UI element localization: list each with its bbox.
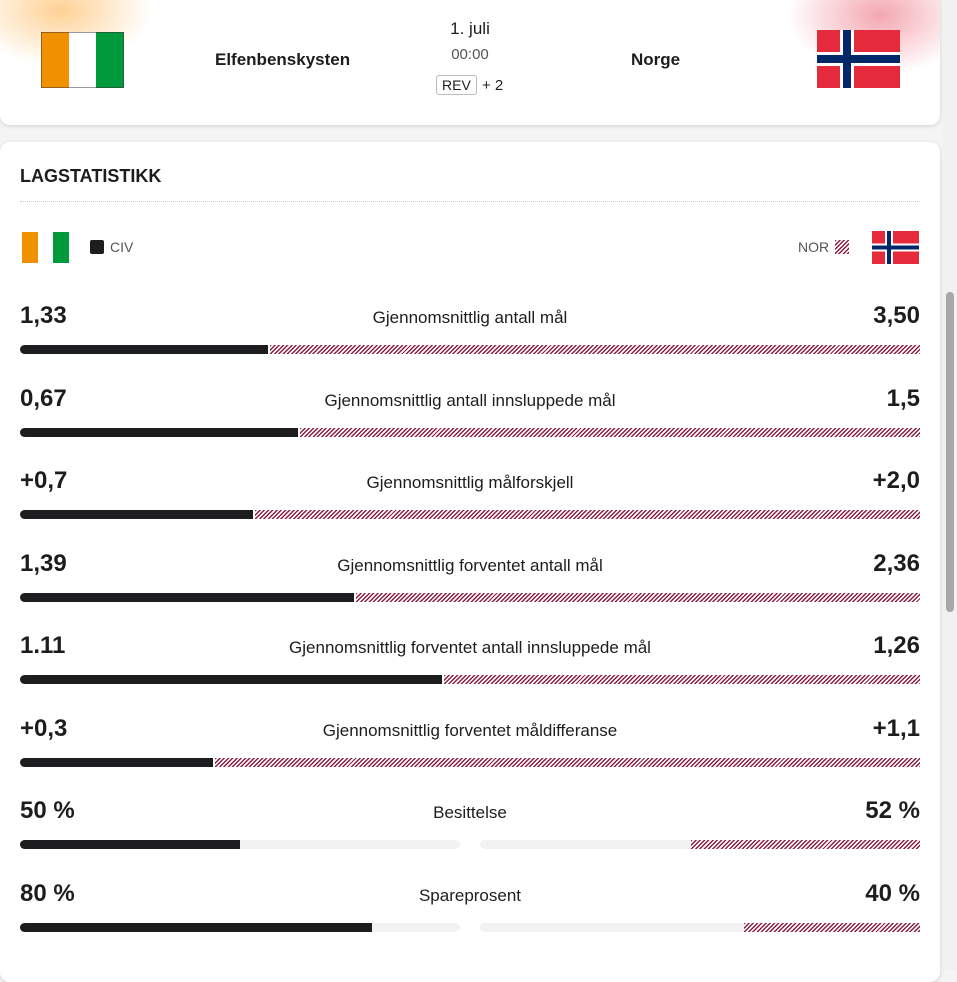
stat-label: Gjennomsnittlig målforskjell xyxy=(366,473,574,492)
home-bar xyxy=(20,840,240,849)
home-bar xyxy=(20,427,298,437)
away-value: 1,5 xyxy=(886,384,920,412)
stats-card: LAGSTATISTIKK CIV NOR 1,33 Gjennomsnittli… xyxy=(0,142,940,982)
away-bar xyxy=(269,345,920,354)
stat-label: Spareprosent xyxy=(418,885,522,905)
bar-track xyxy=(480,922,920,932)
away-value: 1,26 xyxy=(873,632,920,659)
home-team[interactable]: Elfenbenskysten xyxy=(215,50,351,69)
home-bar xyxy=(20,510,254,519)
away-bar xyxy=(214,757,920,767)
stat-label: Gjennomsnittlig forventet antall innslup… xyxy=(289,638,651,657)
home-value: +0,3 xyxy=(20,714,68,742)
away-value: +2,0 xyxy=(872,467,920,494)
away-value: 2,36 xyxy=(873,549,920,577)
home-flag xyxy=(41,32,124,88)
home-bar xyxy=(20,757,213,767)
home-value: +0,7 xyxy=(20,467,68,494)
stat-label: Gjennomsnittlig forventet måldifferanse xyxy=(322,720,618,740)
home-value: 1.11 xyxy=(20,632,66,659)
away-flag xyxy=(817,30,900,88)
date: 1. juli xyxy=(450,19,490,38)
home-value: 80 % xyxy=(20,879,75,907)
section-title: LAGSTATISTIKK xyxy=(20,166,162,186)
away-bar xyxy=(691,840,920,849)
home-bar xyxy=(20,922,372,932)
stat-label: Gjennomsnittlig antall mål xyxy=(372,308,568,327)
away-bar xyxy=(255,510,920,519)
bar-track xyxy=(20,840,460,849)
divider xyxy=(20,201,920,202)
time: 00:00 xyxy=(451,46,489,63)
away-bar xyxy=(443,675,920,684)
scrollbar[interactable] xyxy=(943,0,957,970)
home-value: 1,33 xyxy=(20,302,67,329)
away-team[interactable]: Norge xyxy=(631,50,681,69)
home-value: 50 % xyxy=(20,797,75,824)
stat-label: Besittelse xyxy=(433,803,507,822)
away-bar xyxy=(355,592,920,602)
scroll-thumb[interactable] xyxy=(946,292,954,612)
away-value: 3,50 xyxy=(873,302,920,329)
away-value: 40 % xyxy=(865,879,920,907)
home-value: 1,39 xyxy=(20,549,67,577)
home-flag-small xyxy=(22,232,69,263)
more-channels[interactable]: + 2 xyxy=(482,77,504,94)
legend-swatch xyxy=(835,240,849,254)
away-flag-small xyxy=(872,231,919,264)
stat-label: Gjennomsnittlig forventet antall mål xyxy=(337,555,603,575)
legend-label: CIV xyxy=(110,239,134,255)
home-bar xyxy=(20,675,442,684)
legend-swatch xyxy=(90,240,104,254)
home-bar xyxy=(20,345,268,354)
away-bar xyxy=(299,427,920,437)
legend-label: NOR xyxy=(798,239,830,255)
home-bar xyxy=(20,592,354,602)
channel[interactable]: REV xyxy=(436,75,477,95)
away-bar xyxy=(744,922,920,932)
home-value: 0,67 xyxy=(20,384,67,412)
away-value: 52 % xyxy=(865,797,920,824)
away-value: +1,1 xyxy=(872,714,920,742)
match-header: Elfenbenskysten 1. juli 00:00 REV + 2 No… xyxy=(0,0,940,125)
stat-label: Gjennomsnittlig antall innsluppede mål xyxy=(324,390,616,410)
